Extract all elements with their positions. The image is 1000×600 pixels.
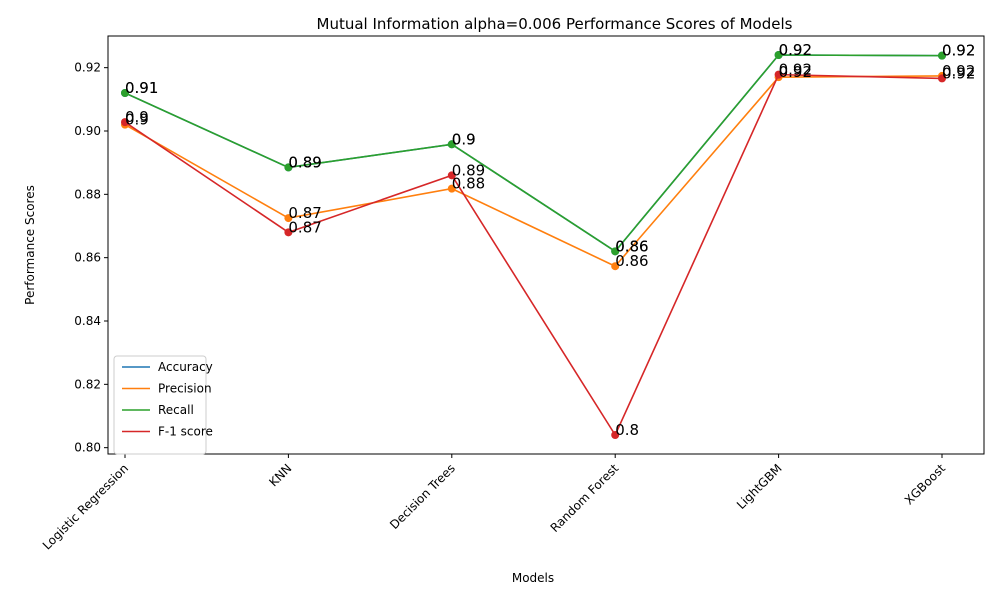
data-point-recall (938, 51, 946, 60)
x-tick-label: XGBoost (902, 461, 948, 507)
data-label-recall: 0.92 (779, 41, 812, 59)
series-line-accuracy (124, 54, 943, 253)
y-tick-label: 0.88 (74, 187, 101, 201)
data-label-f-1-score: 0.8 (615, 421, 639, 439)
x-tick-label: Logistic Regression (40, 461, 131, 552)
x-tick-label: KNN (266, 461, 294, 489)
data-label-precision: 0.92 (942, 62, 975, 80)
data-label-precision: 0.86 (615, 252, 648, 270)
series-line-precision (124, 75, 943, 268)
data-label-recall: 0.9 (452, 130, 476, 148)
y-tick-label: 0.84 (74, 314, 101, 328)
legend-label: F-1 score (158, 425, 213, 439)
y-tick-label: 0.80 (74, 441, 101, 455)
chart-title: Mutual Information alpha=0.006 Performan… (317, 15, 793, 33)
data-point-f-1-score (447, 171, 456, 180)
plot-area: 0.91 0.89 0.9 0.86 0.92 0.92 0.9 0.87 0.88 0.86 0.… (121, 41, 975, 439)
plot-frame (107, 35, 985, 455)
data-point-f-1-score (284, 228, 293, 237)
x-tick-label: Decision Trees (387, 461, 458, 532)
data-point-f-1-score (121, 118, 129, 127)
data-point-precision (611, 262, 620, 271)
legend-box (113, 355, 207, 455)
y-tick-label: 0.86 (74, 251, 101, 265)
data-label-precision: 0.87 (288, 204, 321, 222)
y-tick-label: 0.90 (74, 124, 101, 138)
data-point-f-1-score (774, 70, 783, 79)
data-label-f-1-score: 0.92 (779, 61, 812, 79)
data-label-recall: 0.92 (942, 42, 975, 60)
data-point-recall (284, 163, 293, 172)
series-line-recall (124, 54, 943, 253)
data-label-accuracy: 0.92 (779, 41, 812, 59)
legend-label: Recall (158, 403, 194, 417)
data-label-precision: 0.9 (125, 111, 149, 129)
legend-label: Accuracy (158, 360, 213, 374)
x-tick-label: Random Forest (548, 461, 622, 535)
y-axis-label: Performance Scores (23, 185, 37, 305)
y-tick-label: 0.92 (74, 61, 101, 75)
data-point-recall (121, 89, 129, 97)
data-label-precision: 0.92 (779, 63, 812, 81)
data-label-accuracy: 0.86 (615, 237, 648, 255)
data-label-f-1-score: 0.89 (452, 161, 485, 179)
data-point-recall (447, 140, 456, 149)
data-label-accuracy: 0.89 (288, 153, 321, 171)
y-axis: 0.80 0.82 0.84 0.86 0.88 0.90 0.92 (74, 61, 108, 455)
data-point-recall (774, 51, 783, 59)
data-point-f-1-score (938, 74, 946, 83)
data-label-f-1-score: 0.92 (942, 64, 975, 82)
data-label-recall: 0.89 (288, 153, 321, 171)
x-axis-label: Models (512, 571, 554, 585)
data-point-precision (447, 184, 456, 193)
data-label-accuracy: 0.92 (942, 42, 975, 60)
series-line-f-1-score (124, 73, 943, 437)
data-label-f-1-score: 0.9 (125, 108, 149, 126)
data-label-precision: 0.88 (452, 175, 485, 193)
x-axis: Logistic Regression KNN Decision Trees Rand… (40, 454, 948, 553)
data-label-f-1-score: 0.87 (288, 218, 321, 236)
legend-label: Precision (158, 382, 212, 396)
data-point-precision (284, 214, 293, 223)
data-label-recall: 0.86 (615, 237, 648, 255)
data-point-f-1-score (611, 431, 620, 439)
y-tick-label: 0.82 (74, 377, 101, 391)
x-tick-label: LightGBM (734, 461, 785, 512)
data-label-accuracy: 0.91 (125, 79, 158, 97)
data-label-recall: 0.91 (125, 79, 158, 97)
data-label-accuracy: 0.9 (452, 130, 476, 148)
legend: Accuracy Precision Recall F-1 score (113, 355, 213, 455)
data-point-recall (611, 247, 620, 256)
